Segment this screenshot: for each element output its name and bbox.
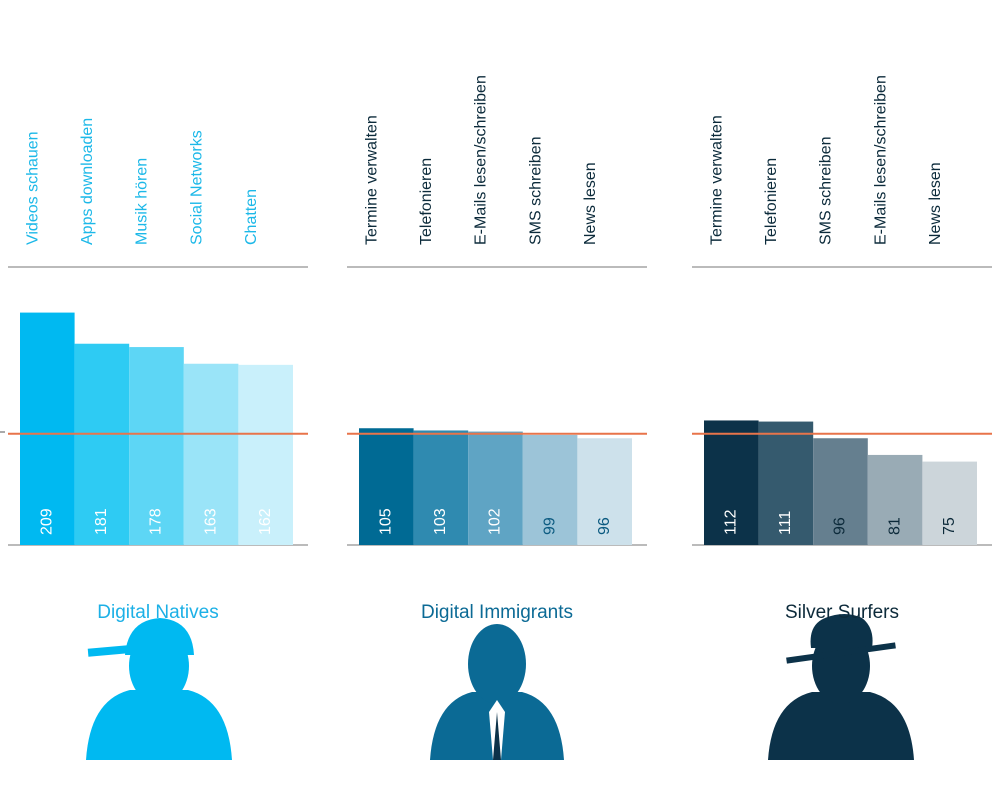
category-label: E-Mails lesen/schreiben [872,75,889,245]
category-label: News lesen [927,162,944,245]
category-label: Telefonieren [763,158,780,245]
category-label: News lesen [582,162,599,245]
bar [413,430,469,545]
bar [183,363,239,545]
bar [522,434,578,545]
value-label: 96 [832,517,849,535]
bar [867,454,923,545]
value-label: 163 [202,508,219,535]
bar [20,312,75,545]
value-label: 103 [432,508,449,535]
icon-surfer [768,614,914,760]
category-label: Videos schauen [25,131,42,245]
bar [758,421,814,545]
bar [577,438,632,545]
bar [129,347,184,545]
value-label: 209 [39,508,56,535]
group-title: Digital Natives [97,602,218,623]
value-label: 96 [596,517,613,535]
category-label: Chatten [243,189,260,245]
value-label: 178 [148,508,165,535]
category-label: Musik hören [134,158,151,245]
category-label: Termine verwalten [709,115,726,245]
category-label: SMS schreiben [527,137,544,246]
icon-native [86,618,232,760]
bar [359,428,414,545]
value-label: 112 [723,509,740,535]
bar [468,431,523,545]
category-label: Social Networks [188,130,205,245]
category-label: Telefonieren [418,158,435,245]
bar [74,343,130,545]
bar [704,420,759,545]
category-label: Termine verwalten [364,115,381,245]
value-label: 81 [886,517,903,535]
category-label: Apps downloaden [79,118,96,245]
group-title: Silver Surfers [785,602,899,623]
value-label: 105 [378,508,395,535]
value-label: 181 [93,508,110,535]
category-label: E-Mails lesen/schreiben [473,75,490,245]
bar [813,438,868,545]
category-label: SMS schreiben [818,137,835,246]
value-label: 102 [487,508,504,535]
value-label: 162 [257,508,274,535]
group-title: Digital Immigrants [421,602,573,623]
icon-immigrant [430,624,564,760]
value-label: 75 [941,517,958,535]
bar [238,364,293,545]
value-label: 99 [541,517,558,535]
value-label: 111 [777,511,794,535]
bar [922,461,977,545]
